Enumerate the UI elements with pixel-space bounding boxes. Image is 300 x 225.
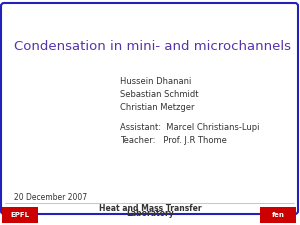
Text: 1: 1 [275, 207, 281, 216]
Text: Assistant:  Marcel Christians-Lupi: Assistant: Marcel Christians-Lupi [120, 123, 260, 132]
Text: Hussein Dhanani: Hussein Dhanani [120, 77, 191, 86]
Text: Heat and Mass Transfer: Heat and Mass Transfer [99, 204, 201, 213]
Bar [260, 207, 296, 223]
Text: Condensation in mini- and microchannels: Condensation in mini- and microchannels [14, 40, 291, 53]
Text: 20 December 2007: 20 December 2007 [14, 193, 87, 202]
Text: Christian Metzger: Christian Metzger [120, 103, 194, 112]
FancyBboxPatch shape [1, 3, 298, 214]
Text: Laboratory: Laboratory [126, 209, 174, 218]
Bar [2, 207, 38, 223]
Text: fen: fen [272, 212, 284, 218]
Text: EPFL: EPFL [11, 212, 29, 218]
Text: Teacher:   Prof. J.R Thome: Teacher: Prof. J.R Thome [120, 136, 227, 145]
Text: Sebastian Schmidt: Sebastian Schmidt [120, 90, 199, 99]
